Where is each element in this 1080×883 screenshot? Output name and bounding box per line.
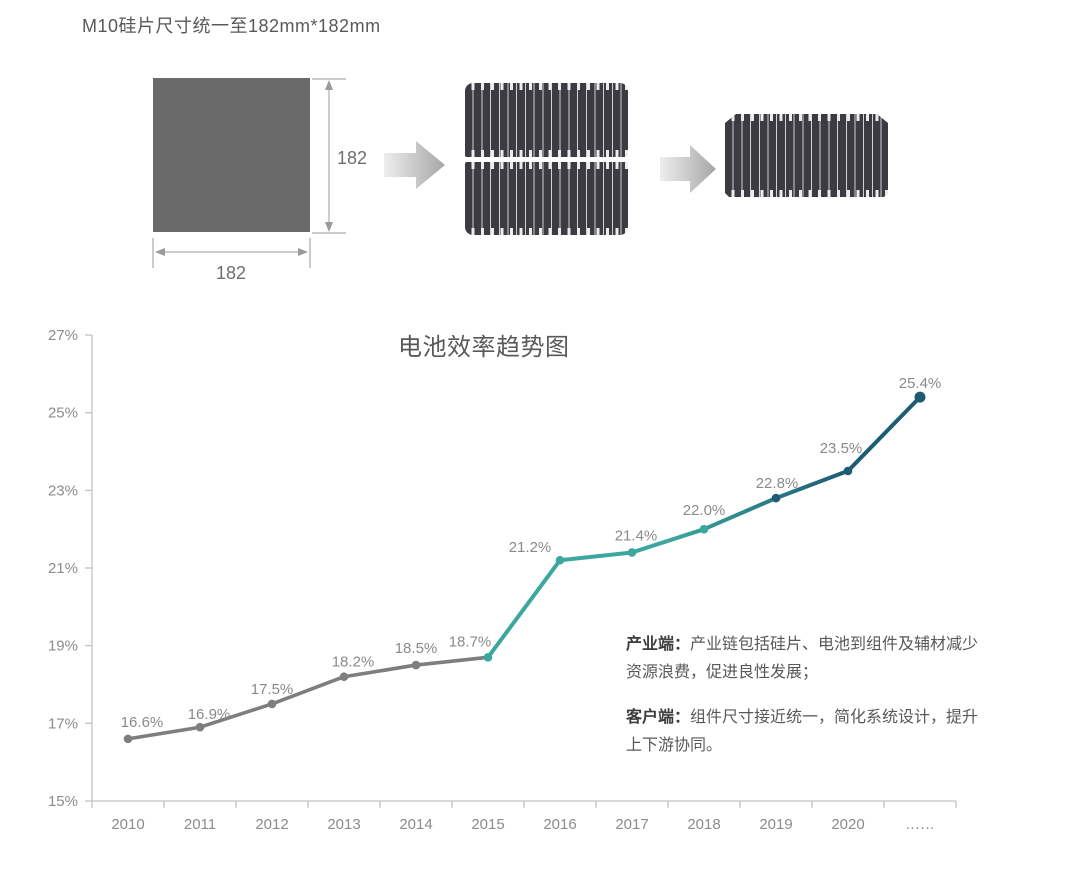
note-customer: 客户端：组件尺寸接近统一，简化系统设计，提升上下游协同。 [626, 704, 980, 760]
data-point [627, 548, 637, 557]
full-cell-graphic [465, 83, 628, 235]
point-label: 17.5% [251, 681, 294, 698]
y-tick-label: 25% [48, 405, 78, 422]
cell-bottom-half [465, 161, 628, 235]
note-customer-head: 客户端： [626, 709, 691, 726]
point-label: 23.5% [820, 440, 863, 457]
point-label: 22.0% [683, 502, 726, 519]
height-dimension [312, 78, 346, 234]
x-tick-label: 2018 [687, 816, 720, 833]
y-tick-label: 21% [48, 560, 78, 577]
diagram-title: M10硅片尺寸统一至182mm*182mm [82, 16, 381, 36]
x-tick-label: 2015 [471, 816, 504, 833]
series-line-early [126, 655, 490, 741]
y-tick-label: 19% [48, 638, 78, 655]
data-point [339, 672, 349, 682]
point-label: 18.7% [449, 633, 492, 650]
x-tick-label: 2020 [831, 816, 864, 833]
y-tick-label: 17% [48, 715, 78, 732]
note-industry: 产业端：产业链包括硅片、电池到组件及辅材减少资源浪费，促进良性发展； [626, 631, 980, 687]
arrow-left-icon [155, 248, 165, 256]
note-customer-body: 组件尺寸接近统一，简化系统设计，提升上下游协同。 [626, 709, 979, 754]
point-label: 18.2% [332, 654, 375, 671]
data-point [914, 391, 926, 403]
data-point [411, 660, 421, 670]
note-industry-head: 产业端： [626, 636, 691, 653]
wafer-width-value: 182 [216, 263, 246, 283]
efficiency-trend-chart: 15% 17% 19% 21% 23% 25% 27% 2010 2011 2012 2013 201… [48, 327, 957, 833]
arrow-right-icon [384, 141, 445, 189]
x-tick-label: 2019 [759, 816, 792, 833]
y-tick-label: 23% [48, 482, 78, 499]
data-point [195, 722, 205, 732]
data-point [123, 734, 133, 744]
width-dimension [152, 238, 311, 268]
x-tick-label: 2014 [399, 816, 432, 833]
point-label: 21.2% [509, 539, 552, 556]
data-point [699, 524, 709, 534]
arrow-up-icon [325, 80, 333, 90]
point-label: 18.5% [395, 640, 438, 657]
y-tick-label: 27% [48, 327, 78, 344]
wafer-dimension-drawing: 182 182 [152, 78, 716, 283]
data-point [555, 555, 565, 565]
half-cut-cell-graphic [725, 114, 888, 197]
x-tick-label: 2010 [111, 816, 144, 833]
arrow-right-icon [660, 145, 716, 193]
x-tick-label: 2012 [255, 816, 288, 833]
x-tick-label: 2017 [615, 816, 648, 833]
data-point [843, 466, 853, 476]
x-tick-label: 2013 [327, 816, 360, 833]
cell-top-half [465, 83, 628, 157]
data-point [483, 653, 493, 662]
data-point [771, 493, 781, 503]
arrow-down-icon [325, 222, 333, 232]
point-label: 25.4% [899, 375, 942, 392]
chart-notes: 产业端：产业链包括硅片、电池到组件及辅材减少资源浪费，促进良性发展； 客户端：组… [626, 631, 980, 760]
y-tick-label: 15% [48, 793, 78, 810]
note-industry-body: 产业链包括硅片、电池到组件及辅材减少资源浪费，促进良性发展； [626, 636, 979, 681]
point-label: 21.4% [615, 527, 658, 544]
point-label: 16.9% [188, 706, 231, 723]
x-tick-label: 2016 [543, 816, 576, 833]
point-label: 16.6% [121, 714, 164, 731]
silicon-wafer [153, 78, 310, 232]
data-point [267, 699, 277, 709]
point-label: 22.8% [756, 475, 799, 492]
wafer-height-value: 182 [337, 148, 367, 168]
chart-title: 电池效率趋势图 [398, 334, 570, 361]
x-tick-label: …… [905, 816, 935, 833]
x-tick-label: 2011 [184, 816, 216, 833]
arrow-right-small-icon [298, 248, 308, 256]
